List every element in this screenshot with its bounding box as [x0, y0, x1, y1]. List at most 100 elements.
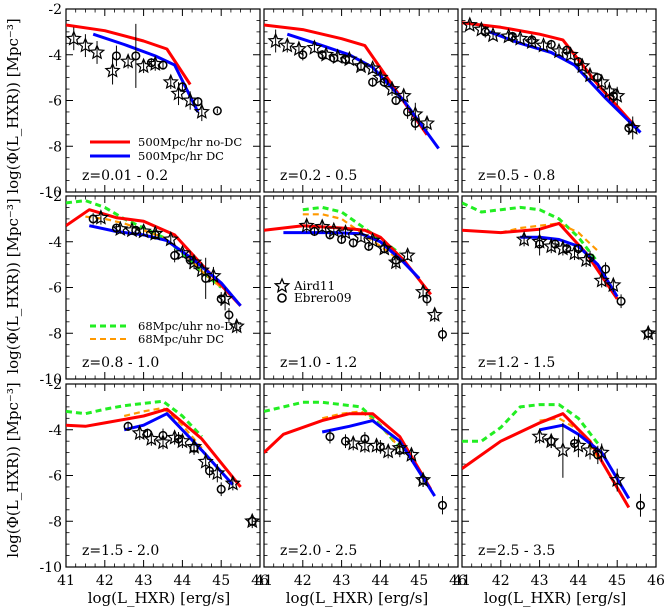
y-axis-label: log(Φ(L_HXR)) [Mpc⁻³]	[4, 18, 22, 193]
series-line-68mpc-uhr-no-dc	[264, 400, 401, 450]
ebrero09-point	[173, 434, 184, 444]
ebrero09-point	[364, 241, 374, 251]
x-tick-label: 41	[57, 573, 75, 589]
aird11-point	[364, 232, 381, 248]
aird11-point	[484, 26, 502, 43]
ebrero09-point	[375, 442, 385, 452]
x-tick-label: 41	[453, 573, 471, 589]
ebrero09-point	[298, 50, 308, 60]
ebrero09-point	[643, 328, 653, 338]
ebrero09-point	[247, 516, 257, 526]
ebrero09-point	[216, 484, 226, 494]
ebrero09-point	[348, 238, 358, 248]
legend-68mpc: 68Mpc/uhr no-DC 68Mpc/uhr DC	[90, 319, 242, 346]
aird11-point	[515, 230, 533, 247]
panel-redshift-label: z=0.5 - 0.8	[478, 168, 555, 184]
plot-area	[264, 400, 448, 515]
ebrero09-point	[340, 436, 351, 446]
legend-observations: Aird11 Ebrero09	[273, 277, 352, 305]
aird11-point	[531, 428, 548, 444]
x-tick-label: 43	[135, 573, 153, 589]
y-tick-label: -2	[48, 377, 62, 393]
aird11-point	[112, 220, 129, 237]
aird11-point	[383, 80, 401, 96]
aird11-point	[135, 57, 152, 74]
ebrero09-point	[309, 226, 319, 237]
series-line-500mpc-hr-no-dc	[66, 23, 192, 86]
series-line-68mpc-uhr-no-dc	[462, 403, 599, 445]
legend-label-68-nodc: 68Mpc/uhr no-DC	[138, 319, 242, 333]
aird11-point	[162, 230, 179, 247]
y-tick-label: -2	[48, 189, 62, 205]
ebrero09-point	[391, 255, 401, 265]
series-line-500mpc-hr-dc	[520, 235, 619, 298]
aird11-point	[279, 37, 296, 53]
ebrero09-point	[562, 45, 572, 55]
ebrero09-point	[391, 95, 401, 106]
aird11-point	[414, 283, 432, 299]
ebrero09-point	[616, 296, 626, 306]
aird11-point	[426, 306, 443, 322]
x-tick-label: 44	[371, 573, 389, 589]
panel-redshift-label: z=2.5 - 3.5	[478, 543, 555, 559]
aird11-point	[577, 251, 595, 267]
ebrero09-point	[146, 58, 156, 68]
plot-area	[66, 399, 260, 529]
ebrero09-point	[379, 244, 389, 254]
aird11-point	[341, 50, 358, 67]
ebrero09-point	[212, 106, 222, 116]
ebrero09-point	[550, 239, 560, 249]
ebrero09-point	[608, 91, 618, 101]
panel-6: z=1.2 - 1.5	[461, 195, 657, 380]
ebrero09-point	[158, 430, 168, 441]
y-tick-label: -4	[48, 423, 62, 439]
panel-redshift-label: z=2.0 - 2.5	[280, 543, 357, 559]
aird11-point	[608, 87, 626, 103]
aird11-point	[403, 446, 420, 462]
aird11-point	[523, 33, 541, 50]
aird11-point	[462, 16, 478, 32]
ebrero09-point	[170, 250, 180, 261]
panel-8: 41 42 43 44 45 46 z=2.0 - 2.5	[255, 383, 467, 589]
aird11-point	[306, 39, 323, 55]
ebrero09-point	[624, 123, 634, 133]
y-tick-label: -6	[48, 281, 62, 297]
aird11-point	[511, 30, 529, 46]
legend-marker-aird11	[273, 277, 291, 294]
panel-redshift-label: z=0.01 - 0.2	[82, 168, 168, 184]
aird11-point	[574, 57, 591, 74]
ebrero09-point	[317, 50, 327, 60]
aird11-point	[624, 119, 641, 135]
series-line-500mpc-hr-no-dc	[66, 208, 242, 307]
ebrero09-point	[88, 214, 98, 224]
aird11-point	[162, 73, 179, 90]
aird11-point	[298, 217, 315, 233]
ebrero09-point	[379, 77, 389, 87]
panel-redshift-label: z=1.5 - 2.0	[82, 543, 159, 559]
y-tick-label: -8	[48, 326, 62, 342]
aird11-point	[500, 27, 517, 44]
series-line-68mpc-uhr-no-dc	[66, 399, 203, 438]
aird11-point	[337, 224, 354, 240]
series-line-500mpc-hr-dc	[286, 32, 440, 150]
ebrero09-point	[368, 77, 378, 87]
aird11-point	[185, 253, 203, 270]
ebrero09-point	[177, 82, 187, 92]
plot-area	[462, 16, 642, 140]
panel-7: 41 42 43 44 45 46 -2 -4 -6 -8 -10 z=1.5 - 2.0	[39, 377, 269, 589]
aird11-point	[399, 246, 416, 263]
series-line-68mpc-uhr-dc	[500, 222, 599, 252]
aird11-point	[543, 237, 560, 254]
x-tick-label: 42	[96, 573, 114, 589]
aird11-point	[554, 441, 571, 458]
plot-area	[66, 23, 222, 122]
legend-label-aird11: Aird11	[293, 279, 335, 293]
ebrero09-point	[507, 31, 517, 42]
series-line-68mpc-uhr-dc	[302, 213, 401, 261]
ebrero09-point	[158, 60, 168, 70]
aird11-point	[317, 46, 335, 62]
aird11-point	[593, 73, 610, 90]
aird11-point	[418, 114, 436, 131]
panel-2: z=0.2 - 0.5	[263, 8, 459, 193]
